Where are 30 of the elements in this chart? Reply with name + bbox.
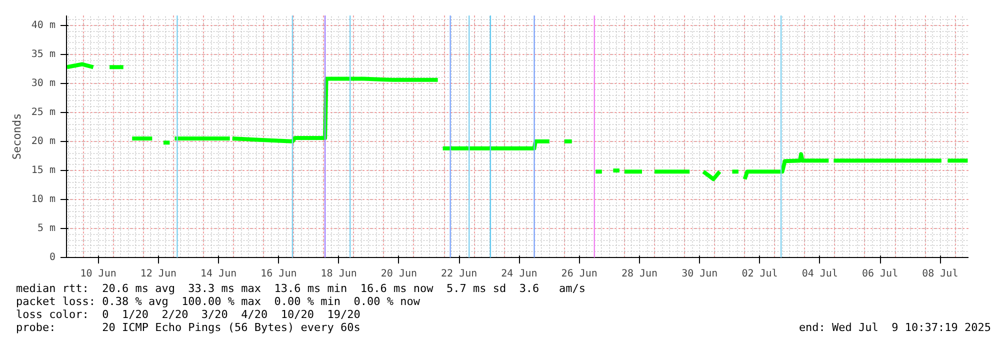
y-tick-label: 15 m	[31, 164, 56, 176]
text: end: Wed Jul 9 10:37:19 2025	[798, 321, 991, 334]
x-tick-label: 22 Jun	[441, 268, 478, 280]
x-tick-label: 02 Jul	[742, 268, 778, 280]
x-tick-label: 28 Jun	[621, 268, 658, 280]
y-tick-label: 35 m	[31, 48, 56, 60]
y-tick-label: 20 m	[31, 136, 56, 147]
x-tick-label: 06 Jul	[862, 268, 898, 280]
y-tick-label: 40 m	[31, 20, 56, 31]
x-tick-label: 04 Jul	[802, 268, 838, 280]
y-axis-title: Seconds	[10, 113, 24, 160]
y-tick-label: 30 m	[31, 78, 56, 89]
y-tick-label: 10 m	[31, 194, 56, 205]
text: loss color: 0 1/20 2/20 3/20 4/20 10/20 19/20	[16, 308, 360, 321]
x-tick-label: 08 Jul	[922, 268, 958, 280]
text: median rtt: 20.6 ms avg 33.3 ms max 13.6 ms min 16.6 ms now 5.7 ms sd 3.6 am/s	[16, 282, 586, 295]
x-tick-label: 24 Jun	[501, 268, 538, 280]
y-tick-label: 0	[49, 252, 56, 263]
y-tick-label: 25 m	[31, 106, 56, 118]
x-tick-label: 14 Jun	[200, 268, 237, 280]
x-tick-label: 12 Jun	[140, 268, 176, 280]
x-tick-label: 18 Jun	[320, 268, 357, 280]
x-tick-label: 30 Jun	[682, 268, 718, 280]
x-tick-label: 10 Jun	[80, 268, 116, 280]
x-tick-label: 20 Jun	[380, 268, 418, 280]
text: probe: 20 ICMP Echo Pings (56 Bytes) every 60s	[16, 321, 360, 334]
y-tick-label: 5 m	[37, 222, 56, 234]
x-tick-label: 26 Jun	[561, 268, 598, 280]
x-tick-label: 16 Jun	[260, 268, 297, 280]
text: packet loss: 0.38 % avg 100.00 % max 0.00 % min 0.00 % now	[16, 295, 420, 308]
